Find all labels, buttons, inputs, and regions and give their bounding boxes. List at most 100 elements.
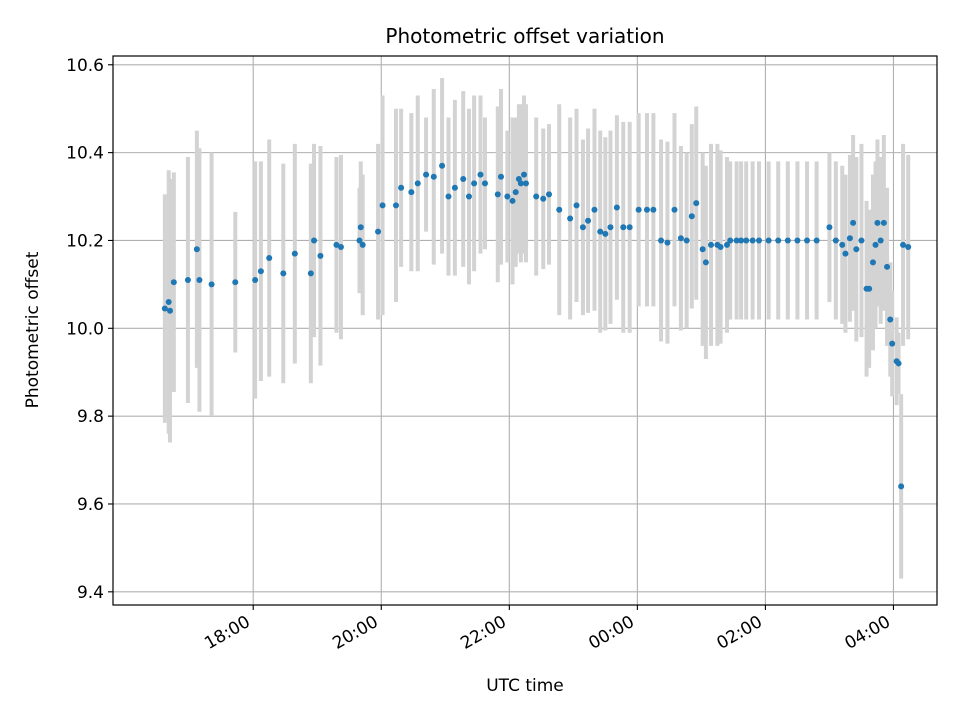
data-point [775,237,782,244]
data-point [877,237,884,244]
data-point [556,206,563,213]
data-point [573,202,580,209]
data-point [874,219,881,226]
y-tick-label: 10.6 [66,56,104,76]
data-point [333,241,340,248]
data-point [607,224,614,231]
data-point [866,285,873,292]
data-point [430,173,437,180]
data-point [533,193,540,200]
data-point [521,171,528,178]
data-point [727,237,734,244]
data-point [591,206,598,213]
data-point [512,189,519,196]
data-point [707,241,714,248]
data-point [546,191,553,198]
data-point [626,224,633,231]
data-point [693,200,700,207]
data-point [832,237,839,244]
data-point [540,195,547,202]
data-point [905,244,912,251]
data-point [677,235,684,242]
data-point [699,246,706,253]
data-point [337,244,344,251]
data-point [509,197,516,204]
data-point [602,230,609,237]
data-point [813,237,820,244]
data-point [375,228,382,235]
data-point [613,204,620,211]
data-point [620,224,627,231]
data-point [408,189,415,196]
data-point [414,180,421,187]
data-point [439,162,446,169]
data-point [481,180,488,187]
data-point [738,237,745,244]
data-point [471,180,478,187]
data-point [853,246,860,253]
data-point [165,298,172,305]
data-point [504,193,511,200]
data-point [170,279,177,286]
data-point [635,206,642,213]
data-point [702,259,709,266]
data-point [671,206,678,213]
y-tick-label: 10.4 [66,144,104,164]
data-point [451,184,458,191]
data-point [658,237,665,244]
data-point [597,228,604,235]
data-point [869,259,876,266]
data-point [683,237,690,244]
data-point [804,237,811,244]
data-point [465,193,472,200]
data-point [522,180,529,187]
data-point [266,255,273,262]
data-point [850,219,857,226]
data-point [889,340,896,347]
data-point [884,263,891,270]
data-point [184,276,191,283]
data-points [161,162,912,490]
y-tick-label: 9.8 [77,407,104,427]
y-tick-label: 9.4 [77,583,104,603]
data-point [585,217,592,224]
data-point [723,241,730,248]
data-point [743,237,750,244]
data-point [895,360,902,367]
chart-title: Photometric offset variation [385,24,664,48]
data-point [846,235,853,242]
data-point [166,307,173,314]
data-point [756,237,763,244]
data-point [356,237,363,244]
data-point [193,246,200,253]
data-point [379,202,386,209]
x-axis-label: UTC time [486,676,564,696]
data-point [252,276,259,283]
data-point [460,175,467,182]
data-point [257,268,264,275]
data-point [317,252,324,259]
data-point [392,202,399,209]
y-tick-label: 10.0 [66,319,104,339]
plot-frame [112,55,938,606]
data-point [887,316,894,323]
data-point [839,241,846,248]
data-point [842,250,849,257]
data-point [423,171,430,178]
data-point [517,180,524,187]
data-point [898,483,905,490]
data-point [208,281,215,288]
data-point [717,244,724,251]
data-point [765,237,772,244]
data-point [494,191,501,198]
data-point [650,206,657,213]
data-point [579,224,586,231]
data-point [794,237,801,244]
data-point [872,241,879,248]
data-point [357,224,364,231]
data-point [445,193,452,200]
data-point [900,241,907,248]
y-tick-label: 10.2 [66,231,104,251]
data-point [858,237,865,244]
